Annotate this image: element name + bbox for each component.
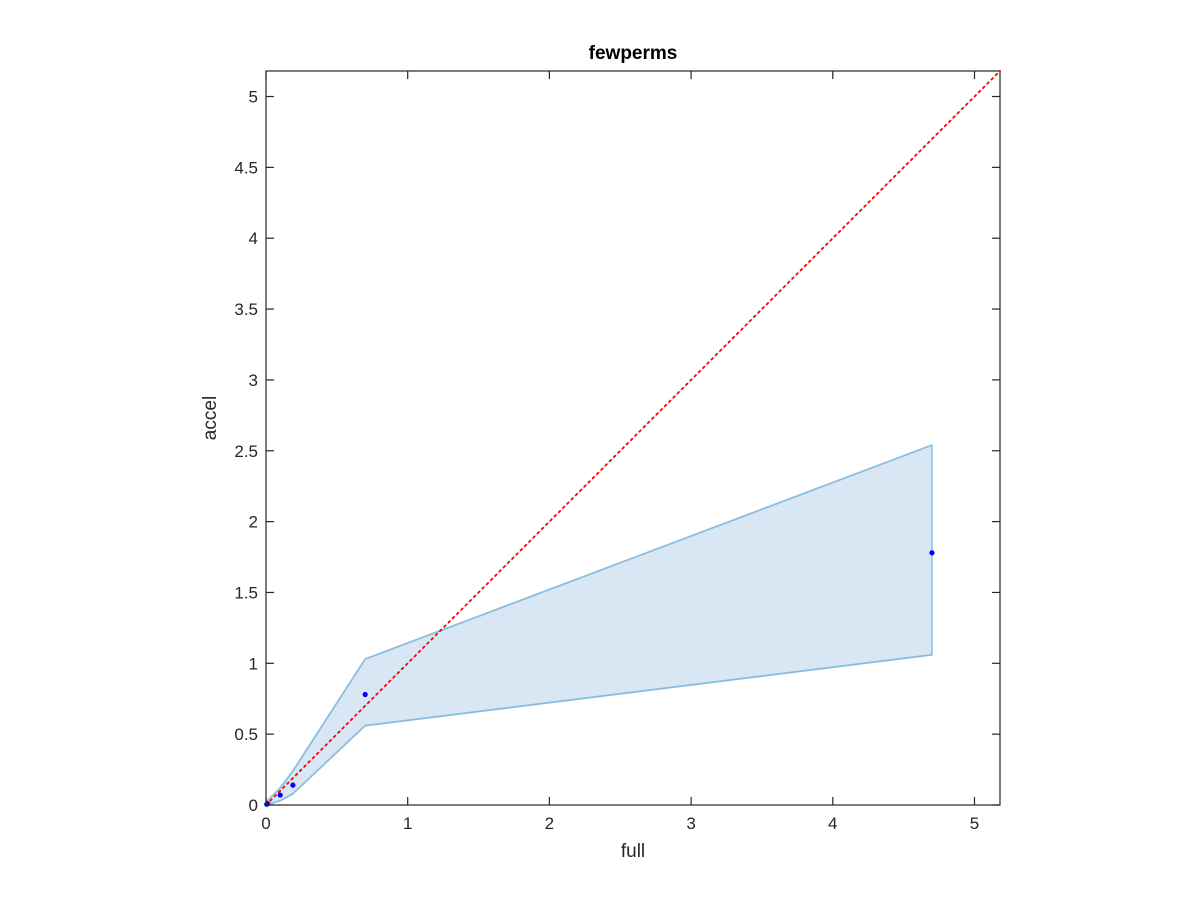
axes-box: [265, 70, 1001, 806]
y-tick-label: 4.5: [234, 158, 258, 177]
y-axis-label: accel: [200, 396, 221, 440]
data-point: [362, 691, 368, 698]
chart-title: fewperms: [589, 43, 678, 64]
x-tick-label: 1: [403, 814, 412, 833]
data-point: [277, 792, 283, 798]
x-tick-label: 0: [261, 814, 270, 833]
y-tick-label: 2: [249, 513, 258, 532]
x-tick-label: 2: [545, 814, 554, 833]
y-tick-label: 0: [249, 796, 258, 815]
x-tick-label: 3: [686, 814, 695, 833]
x-axis-label: full: [621, 841, 645, 862]
data-point: [290, 782, 296, 788]
x-axis-ticks: 0 1 2 3 4 5: [261, 71, 979, 833]
y-tick-label: 3: [249, 371, 258, 390]
data-point: [929, 550, 935, 556]
plot-area: 0 1 2 3 4 5 0 0.5 1 1.5 2 2.5 3 3.5 4 4.5 5: [234, 70, 1001, 833]
y-tick-label: 3.5: [234, 300, 258, 319]
identity-reference-line: [265, 70, 1001, 806]
y-tick-label: 2.5: [234, 442, 258, 461]
y-tick-label: 1.5: [234, 583, 258, 602]
y-tick-label: 5: [249, 88, 258, 107]
y-tick-label: 1: [249, 654, 258, 673]
y-axis-ticks: 0 0.5 1 1.5 2 2.5 3 3.5 4 4.5 5: [234, 88, 1000, 815]
y-tick-label: 4: [249, 229, 258, 248]
y-tick-label: 0.5: [234, 725, 258, 744]
x-tick-label: 5: [970, 814, 979, 833]
x-tick-label: 4: [828, 814, 837, 833]
